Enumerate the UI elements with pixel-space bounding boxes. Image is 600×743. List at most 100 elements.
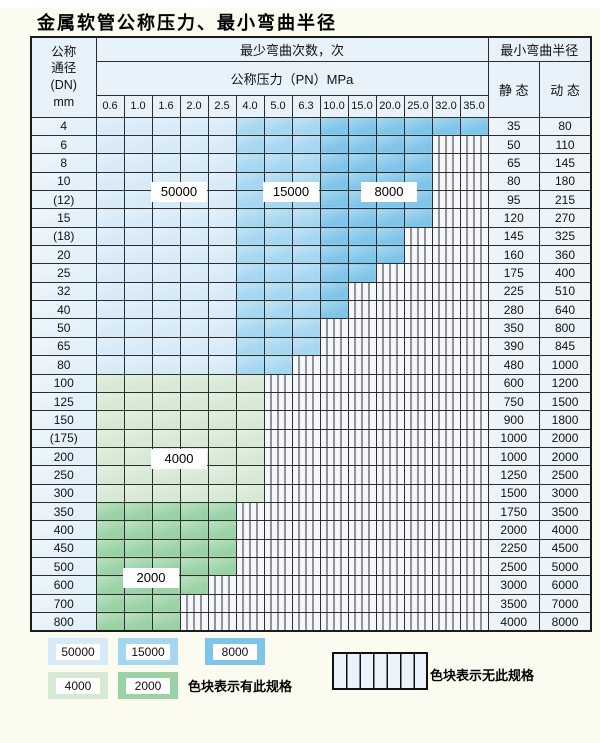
dn-cell: 250 xyxy=(30,465,97,485)
table-row-dn-40: 40 280 640 xyxy=(30,300,592,320)
no-spec-cell xyxy=(319,318,349,338)
no-spec-cell xyxy=(235,593,265,614)
dynamic-value: 3500 xyxy=(539,502,592,522)
static-value: 2000 xyxy=(487,520,541,540)
no-spec-cell xyxy=(431,575,461,595)
spec-cell xyxy=(403,153,433,173)
table-row-dn-65: 65 390 845 xyxy=(30,336,592,357)
no-spec-cell xyxy=(431,428,461,448)
static-value: 95 xyxy=(487,189,541,210)
spec-cell xyxy=(123,208,153,228)
no-spec-cell xyxy=(403,428,433,448)
dynamic-value: 4000 xyxy=(539,520,592,540)
spec-cell xyxy=(235,208,265,228)
spec-cell xyxy=(291,226,321,247)
spec-cell xyxy=(347,263,377,283)
spec-cell xyxy=(375,245,405,265)
static-value: 1000 xyxy=(487,428,541,448)
spec-cell xyxy=(95,245,125,265)
dn-header-line2: 通径 xyxy=(51,61,77,76)
spec-cell xyxy=(179,134,209,155)
legend-label-4000: 4000 xyxy=(56,677,100,694)
no-spec-cell xyxy=(291,391,321,412)
table-row-dn-200: 200 1000 2000 xyxy=(30,446,592,467)
spec-cell xyxy=(207,171,237,191)
no-spec-cell xyxy=(431,208,461,228)
legend-block-2000: 2000 xyxy=(118,672,178,699)
table-row-dn-(18): (18) 145 325 xyxy=(30,226,592,247)
no-spec-cell xyxy=(459,575,489,595)
spec-cell xyxy=(179,428,209,448)
spec-cell xyxy=(123,593,153,614)
no-spec-cell xyxy=(263,502,293,522)
static-value: 1250 xyxy=(487,465,541,485)
no-spec-cell xyxy=(263,520,293,540)
spec-cell xyxy=(263,226,293,247)
no-spec-cell xyxy=(207,575,237,595)
no-spec-cell xyxy=(347,300,377,320)
table-row-dn-300: 300 1500 3000 xyxy=(30,483,592,504)
spec-cell xyxy=(179,281,209,302)
spec-cell xyxy=(95,300,125,320)
table-row-dn-15: 15 120 270 xyxy=(30,208,592,228)
pressure-ticks-row: 0.6 1.0 1.6 2.0 2.5 4.0 5.0 6.3 10.0 15.0 20.0 25.0… xyxy=(31,94,591,118)
spec-cell xyxy=(95,575,125,595)
dn-cell: 600 xyxy=(30,575,97,595)
no-spec-cell xyxy=(459,428,489,448)
static-value: 1500 xyxy=(487,483,541,504)
spec-cell xyxy=(235,318,265,338)
dn-cell: 32 xyxy=(30,281,97,302)
spec-cell xyxy=(179,465,209,485)
table-row-dn-4: 4 35 80 xyxy=(30,116,592,136)
pressure-col-2.0: 2.0 xyxy=(179,94,209,118)
no-spec-cell xyxy=(403,410,433,430)
table-row-dn-(12): (12) 95 215 xyxy=(30,189,592,210)
no-spec-cell xyxy=(235,557,265,577)
dynamic-value: 80 xyxy=(539,116,592,136)
no-spec-cell xyxy=(263,446,293,467)
dn-cell: 50 xyxy=(30,318,97,338)
spec-cell xyxy=(95,593,125,614)
spec-cell xyxy=(151,355,181,375)
static-value: 175 xyxy=(487,263,541,283)
spec-cell xyxy=(263,171,293,191)
spec-cell xyxy=(95,116,125,136)
no-spec-cell xyxy=(347,428,377,448)
spec-cell xyxy=(123,281,153,302)
no-spec-cell xyxy=(291,373,321,393)
dn-cell: 4 xyxy=(30,116,97,136)
spec-cell xyxy=(207,116,237,136)
no-spec-cell xyxy=(459,612,489,632)
spec-cell xyxy=(319,134,349,155)
spec-cell xyxy=(291,263,321,283)
spec-cell xyxy=(347,189,377,210)
no-spec-cell xyxy=(403,520,433,540)
spec-cell xyxy=(151,557,181,577)
static-value: 80 xyxy=(487,171,541,191)
no-spec-cell xyxy=(459,208,489,228)
no-spec-cell xyxy=(459,483,489,504)
no-spec-cell xyxy=(459,336,489,357)
spec-cell xyxy=(151,318,181,338)
spec-cell xyxy=(375,189,405,210)
spec-cell xyxy=(123,391,153,412)
static-value: 390 xyxy=(487,336,541,357)
spec-cell xyxy=(263,263,293,283)
spec-cell xyxy=(123,318,153,338)
static-value: 480 xyxy=(487,355,541,375)
spec-cell xyxy=(179,263,209,283)
table-row-dn-80: 80 480 1000 xyxy=(30,355,592,375)
no-spec-cell xyxy=(291,612,321,632)
spec-cell xyxy=(123,336,153,357)
static-value: 1000 xyxy=(487,446,541,467)
spec-cell xyxy=(95,520,125,540)
spec-cell xyxy=(319,208,349,228)
spec-cell xyxy=(123,557,153,577)
dynamic-value: 845 xyxy=(539,336,592,357)
spec-cell xyxy=(347,245,377,265)
no-spec-cell xyxy=(319,428,349,448)
spec-cell xyxy=(291,208,321,228)
spec-cell xyxy=(151,189,181,210)
spec-cell xyxy=(207,189,237,210)
static-header: 静 态 xyxy=(487,60,541,118)
